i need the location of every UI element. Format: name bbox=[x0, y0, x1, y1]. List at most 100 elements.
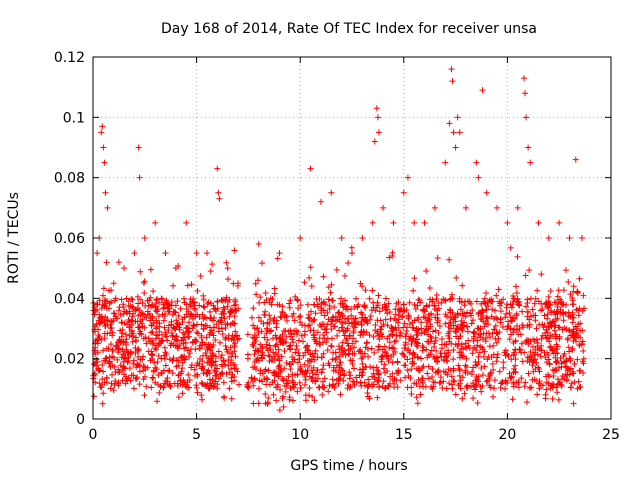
data-point bbox=[543, 300, 550, 307]
data-point bbox=[181, 299, 188, 306]
data-point bbox=[274, 301, 281, 308]
data-point bbox=[531, 337, 538, 344]
data-point bbox=[212, 306, 219, 313]
data-point bbox=[545, 305, 552, 312]
data-point bbox=[123, 336, 130, 343]
data-point bbox=[487, 334, 494, 341]
data-point bbox=[96, 297, 103, 304]
data-point bbox=[485, 302, 492, 309]
data-point bbox=[346, 369, 353, 376]
data-point bbox=[353, 295, 360, 302]
data-point bbox=[562, 310, 569, 317]
data-point bbox=[368, 345, 375, 352]
data-point bbox=[574, 325, 581, 332]
data-point bbox=[304, 343, 311, 350]
data-point bbox=[135, 353, 142, 360]
data-point bbox=[98, 129, 105, 136]
data-point bbox=[267, 328, 274, 335]
data-point bbox=[384, 310, 391, 317]
data-point bbox=[458, 352, 465, 359]
data-point bbox=[391, 315, 398, 322]
data-point bbox=[536, 385, 543, 392]
data-point bbox=[422, 383, 429, 390]
data-point bbox=[110, 387, 117, 394]
data-point bbox=[186, 325, 193, 332]
data-point bbox=[192, 336, 199, 343]
data-point bbox=[219, 297, 226, 304]
data-point bbox=[462, 362, 469, 369]
data-point bbox=[374, 367, 381, 374]
data-point bbox=[175, 394, 182, 401]
data-point bbox=[479, 308, 485, 315]
data-point bbox=[359, 235, 366, 241]
data-point bbox=[161, 352, 168, 359]
data-point bbox=[348, 312, 355, 319]
data-point bbox=[125, 316, 132, 323]
data-point bbox=[536, 368, 543, 375]
data-point bbox=[185, 371, 192, 378]
data-point bbox=[189, 339, 196, 346]
data-point bbox=[118, 354, 125, 361]
data-point bbox=[169, 332, 176, 339]
data-point bbox=[248, 374, 255, 381]
data-point bbox=[461, 390, 468, 397]
x-tick-label: 25 bbox=[602, 427, 620, 443]
data-point bbox=[469, 368, 476, 375]
data-point bbox=[339, 351, 346, 358]
data-point bbox=[422, 314, 429, 321]
data-point bbox=[153, 325, 160, 332]
data-point bbox=[209, 377, 216, 384]
data-point bbox=[276, 250, 283, 257]
data-point bbox=[206, 370, 213, 377]
data-point bbox=[443, 385, 450, 392]
data-point bbox=[94, 349, 101, 356]
data-point bbox=[229, 371, 236, 378]
data-point bbox=[558, 300, 565, 307]
data-point bbox=[512, 337, 519, 344]
data-point bbox=[187, 310, 194, 317]
data-point bbox=[458, 341, 465, 348]
data-point bbox=[110, 280, 117, 287]
data-point bbox=[110, 317, 117, 324]
x-tick-label: 20 bbox=[498, 427, 516, 443]
data-point bbox=[374, 378, 381, 385]
data-point bbox=[309, 393, 316, 400]
data-point bbox=[488, 354, 495, 361]
data-point bbox=[174, 320, 181, 327]
data-point bbox=[172, 302, 179, 309]
data-point bbox=[232, 296, 239, 303]
data-point bbox=[450, 129, 457, 136]
data-point bbox=[413, 365, 420, 372]
data-point bbox=[580, 369, 587, 376]
data-point bbox=[533, 359, 540, 366]
data-point bbox=[442, 311, 449, 318]
data-point bbox=[226, 313, 233, 320]
data-point bbox=[225, 362, 232, 369]
data-point bbox=[450, 365, 457, 372]
data-point bbox=[205, 385, 212, 392]
data-point bbox=[366, 395, 373, 402]
data-point bbox=[455, 382, 462, 389]
data-point bbox=[425, 325, 432, 332]
data-point bbox=[375, 368, 382, 375]
data-point bbox=[132, 334, 139, 341]
data-point bbox=[450, 377, 457, 384]
data-point bbox=[557, 381, 564, 388]
data-point bbox=[153, 308, 160, 315]
data-point bbox=[415, 326, 422, 333]
data-point bbox=[573, 338, 580, 345]
data-point bbox=[418, 355, 425, 362]
data-point bbox=[102, 189, 109, 196]
data-point bbox=[559, 373, 566, 380]
data-point bbox=[258, 260, 265, 267]
data-point bbox=[425, 363, 432, 370]
data-point bbox=[306, 357, 313, 364]
data-point bbox=[380, 204, 387, 211]
data-point bbox=[273, 341, 280, 348]
data-point bbox=[550, 383, 557, 390]
data-point bbox=[329, 297, 336, 304]
data-point bbox=[115, 259, 122, 266]
data-point bbox=[542, 391, 549, 398]
data-point bbox=[515, 379, 522, 386]
data-point bbox=[208, 362, 215, 369]
